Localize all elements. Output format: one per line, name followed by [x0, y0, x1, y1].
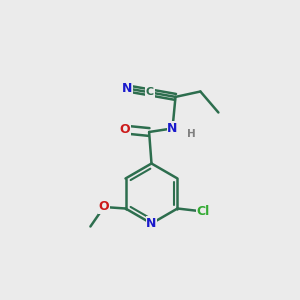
Text: O: O: [120, 123, 130, 136]
Text: O: O: [99, 200, 109, 214]
Text: N: N: [167, 122, 178, 135]
Text: N: N: [122, 82, 133, 95]
Text: Cl: Cl: [196, 205, 210, 218]
Text: H: H: [187, 129, 196, 139]
Text: N: N: [146, 217, 157, 230]
Text: C: C: [146, 87, 154, 98]
